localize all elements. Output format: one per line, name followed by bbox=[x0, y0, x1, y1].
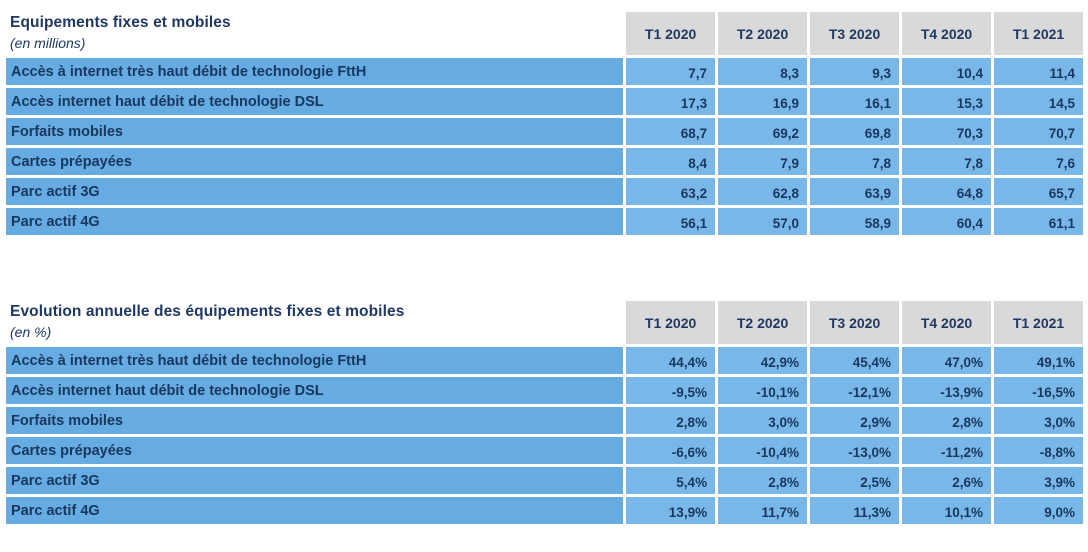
column-header: T1 2021 bbox=[994, 301, 1083, 344]
value-cell: 70,3 bbox=[902, 118, 992, 145]
row-label: Accès internet haut débit de technologie… bbox=[6, 377, 624, 404]
value-cell: 61,1 bbox=[994, 208, 1083, 235]
value-cell: 2,8% bbox=[902, 407, 992, 434]
value-cell: 10,1% bbox=[902, 497, 992, 524]
column-header: T1 2021 bbox=[994, 12, 1083, 55]
table-subtitle: (en millions) bbox=[10, 35, 86, 51]
value-cell: 15,3 bbox=[902, 88, 992, 115]
value-cell: 11,4 bbox=[994, 58, 1083, 85]
value-cell: 9,0% bbox=[994, 497, 1083, 524]
value-cell: 11,3% bbox=[810, 497, 900, 524]
row-label: Cartes prépayées bbox=[6, 148, 624, 175]
row-label: Cartes prépayées bbox=[6, 437, 624, 464]
value-cell: -11,2% bbox=[902, 437, 992, 464]
column-header: T2 2020 bbox=[718, 12, 808, 55]
value-cell: 14,5 bbox=[994, 88, 1083, 115]
value-cell: -12,1% bbox=[810, 377, 900, 404]
value-cell: 8,3 bbox=[718, 58, 808, 85]
value-cell: 16,9 bbox=[718, 88, 808, 115]
value-cell: 2,9% bbox=[810, 407, 900, 434]
value-cell: 69,8 bbox=[810, 118, 900, 145]
table-title-block: Evolution annuelle des équipements fixes… bbox=[6, 301, 624, 344]
value-cell: 49,1% bbox=[994, 347, 1083, 374]
value-cell: 10,4 bbox=[902, 58, 992, 85]
value-cell: 65,7 bbox=[994, 178, 1083, 205]
value-cell: 9,3 bbox=[810, 58, 900, 85]
column-header: T4 2020 bbox=[902, 301, 992, 344]
table-title: Equipements fixes et mobiles bbox=[10, 14, 231, 31]
value-cell: 13,9% bbox=[626, 497, 716, 524]
value-cell: 2,8% bbox=[718, 467, 808, 494]
table-subtitle: (en %) bbox=[10, 324, 52, 340]
column-header: T2 2020 bbox=[718, 301, 808, 344]
row-label: Accès à internet très haut débit de tech… bbox=[6, 58, 624, 85]
value-cell: -16,5% bbox=[994, 377, 1083, 404]
row-label: Forfaits mobiles bbox=[6, 118, 624, 145]
value-cell: 16,1 bbox=[810, 88, 900, 115]
column-header: T1 2020 bbox=[626, 301, 716, 344]
value-cell: 68,7 bbox=[626, 118, 716, 145]
value-cell: 69,2 bbox=[718, 118, 808, 145]
column-header: T4 2020 bbox=[902, 12, 992, 55]
table-evolution-annuelle: Evolution annuelle des équipements fixes… bbox=[6, 301, 1083, 524]
value-cell: 17,3 bbox=[626, 88, 716, 115]
value-cell: 5,4% bbox=[626, 467, 716, 494]
row-label: Parc actif 3G bbox=[6, 467, 624, 494]
value-cell: 7,8 bbox=[810, 148, 900, 175]
value-cell: 47,0% bbox=[902, 347, 992, 374]
value-cell: 45,4% bbox=[810, 347, 900, 374]
value-cell: 7,9 bbox=[718, 148, 808, 175]
table-title: Evolution annuelle des équipements fixes… bbox=[10, 303, 405, 320]
row-label: Parc actif 3G bbox=[6, 178, 624, 205]
value-cell: 11,7% bbox=[718, 497, 808, 524]
value-cell: 7,6 bbox=[994, 148, 1083, 175]
value-cell: -9,5% bbox=[626, 377, 716, 404]
value-cell: 58,9 bbox=[810, 208, 900, 235]
value-cell: -10,4% bbox=[718, 437, 808, 464]
value-cell: -13,9% bbox=[902, 377, 992, 404]
value-cell: -6,6% bbox=[626, 437, 716, 464]
value-cell: 7,7 bbox=[626, 58, 716, 85]
column-header: T3 2020 bbox=[810, 12, 900, 55]
value-cell: 56,1 bbox=[626, 208, 716, 235]
value-cell: 57,0 bbox=[718, 208, 808, 235]
column-header: T3 2020 bbox=[810, 301, 900, 344]
value-cell: 63,9 bbox=[810, 178, 900, 205]
value-cell: 63,2 bbox=[626, 178, 716, 205]
value-cell: 64,8 bbox=[902, 178, 992, 205]
value-cell: 7,8 bbox=[902, 148, 992, 175]
value-cell: 2,5% bbox=[810, 467, 900, 494]
value-cell: 2,8% bbox=[626, 407, 716, 434]
value-cell: 70,7 bbox=[994, 118, 1083, 145]
row-label: Accès internet haut débit de technologie… bbox=[6, 88, 624, 115]
value-cell: 3,0% bbox=[718, 407, 808, 434]
value-cell: 62,8 bbox=[718, 178, 808, 205]
column-header: T1 2020 bbox=[626, 12, 716, 55]
value-cell: 60,4 bbox=[902, 208, 992, 235]
row-label: Parc actif 4G bbox=[6, 497, 624, 524]
value-cell: 8,4 bbox=[626, 148, 716, 175]
table-equipements-millions: Equipements fixes et mobiles (en million… bbox=[6, 12, 1083, 235]
row-label: Accès à internet très haut débit de tech… bbox=[6, 347, 624, 374]
value-cell: 42,9% bbox=[718, 347, 808, 374]
value-cell: -10,1% bbox=[718, 377, 808, 404]
value-cell: 2,6% bbox=[902, 467, 992, 494]
value-cell: 3,0% bbox=[994, 407, 1083, 434]
value-cell: -13,0% bbox=[810, 437, 900, 464]
row-label: Forfaits mobiles bbox=[6, 407, 624, 434]
report-page: Equipements fixes et mobiles (en million… bbox=[6, 12, 1083, 524]
row-label: Parc actif 4G bbox=[6, 208, 624, 235]
value-cell: 3,9% bbox=[994, 467, 1083, 494]
value-cell: 44,4% bbox=[626, 347, 716, 374]
value-cell: -8,8% bbox=[994, 437, 1083, 464]
table-title-block: Equipements fixes et mobiles (en million… bbox=[6, 12, 624, 55]
